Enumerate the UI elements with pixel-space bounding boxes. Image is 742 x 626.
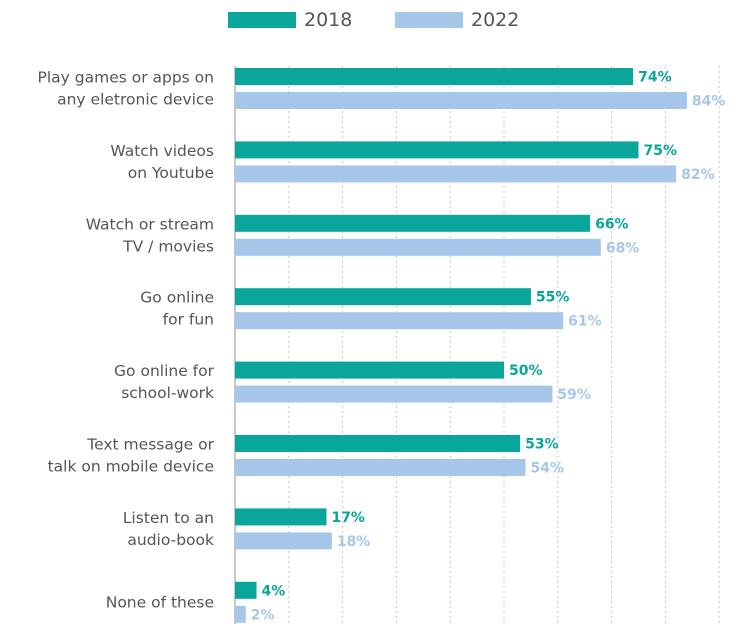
value-label-2018: 55% [536, 290, 570, 306]
category-label: Go online for [114, 362, 215, 380]
category-label: TV / movies [122, 237, 214, 255]
value-label-2018: 17% [331, 510, 365, 526]
category-label: talk on mobile device [48, 458, 214, 476]
value-label-2022: 82% [681, 167, 715, 183]
category-label: Listen to an [123, 509, 214, 527]
bar-2022 [235, 165, 677, 183]
value-label-2018: 53% [525, 437, 559, 453]
legend-label-2022: 2022 [471, 9, 520, 31]
bar-2018 [235, 435, 521, 452]
category-label: school-work [121, 384, 214, 402]
category-label: Watch videos [110, 142, 214, 160]
category-label: any eletronic device [57, 91, 214, 109]
legend-swatch-2022 [395, 12, 463, 28]
legend-swatch-2018 [228, 12, 296, 28]
bar-2018 [235, 508, 327, 526]
value-label-2022: 61% [568, 314, 602, 330]
legend-2018: 2018 [228, 8, 352, 32]
value-label-2018: 50% [509, 363, 543, 379]
bar-2018 [235, 68, 634, 85]
bar-2018 [235, 288, 531, 306]
value-label-2022: 59% [557, 387, 591, 403]
category-label: for fun [163, 311, 214, 329]
bar-2022 [235, 385, 553, 403]
value-label-2022: 84% [692, 94, 726, 110]
bar-2022 [235, 92, 687, 109]
bar-2018 [235, 361, 504, 379]
legend-label-2018: 2018 [304, 9, 353, 31]
value-label-2018: 66% [595, 216, 629, 232]
bar-2022 [235, 238, 601, 256]
value-label-2022: 54% [531, 461, 565, 477]
legend-2022: 2022 [395, 8, 519, 32]
bar-2022 [235, 532, 332, 550]
bar-2022 [235, 459, 526, 476]
category-label: Watch or stream [86, 215, 214, 233]
category-label: on Youtube [128, 164, 214, 182]
value-label-2022: 68% [606, 240, 640, 256]
category-label: Play games or apps on [38, 69, 215, 87]
value-label-2022: 2% [251, 607, 275, 623]
bar-2022 [235, 605, 246, 623]
bar-2022 [235, 312, 564, 330]
category-label: None of these [106, 593, 214, 611]
bar-2018 [235, 141, 639, 159]
value-label-2018: 74% [638, 70, 672, 86]
category-label: Text message or [86, 436, 214, 454]
category-label: audio-book [127, 531, 214, 549]
value-label-2022: 18% [337, 534, 371, 550]
value-label-2018: 4% [262, 583, 286, 599]
bar-2018 [235, 214, 591, 232]
value-label-2018: 75% [644, 143, 678, 159]
category-label: Go online [140, 289, 214, 307]
bar-2018 [235, 581, 257, 599]
